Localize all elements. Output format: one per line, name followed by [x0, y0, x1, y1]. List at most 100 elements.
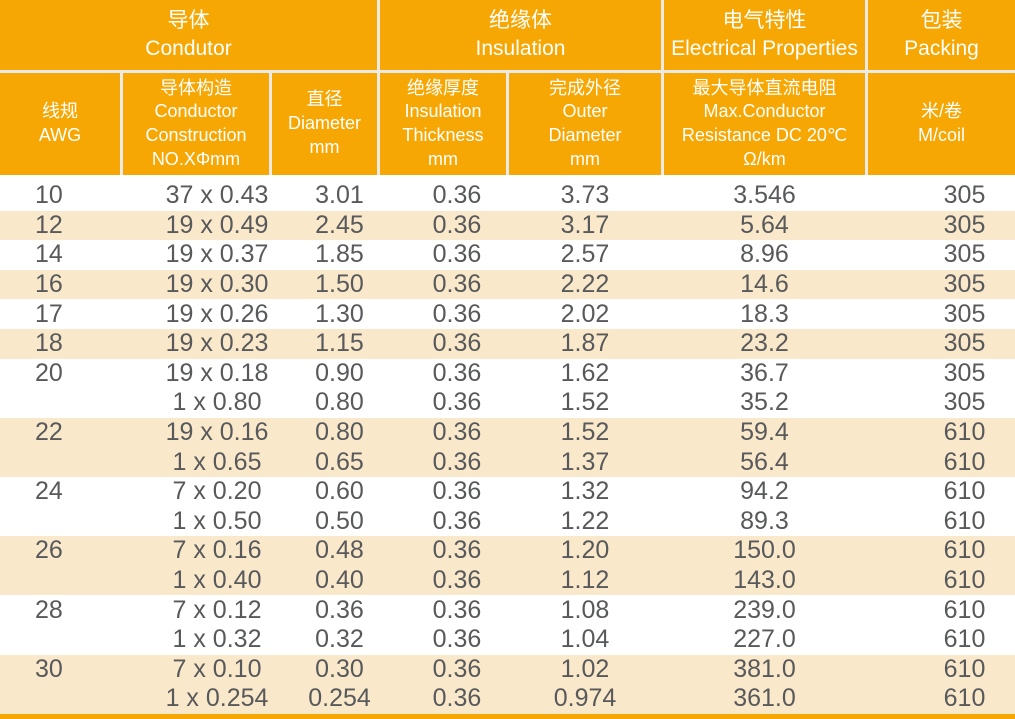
cell-diameter: 0.90 [315, 358, 364, 387]
cell-meters-per-coil: 610 [943, 654, 986, 683]
table-row: 1 x 0.80 0.80 0.36 1.52 35.2 305 [0, 388, 1015, 418]
cell-conductor-construction: 7 x 0.10 [172, 654, 262, 683]
cell-max-resistance: 143.0 [733, 566, 796, 595]
cell-meters-per-coil: 305 [943, 270, 986, 299]
cell-max-resistance: 56.4 [740, 447, 789, 476]
cell-meters-per-coil: 305 [943, 210, 986, 239]
cell-insulation-thickness: 0.36 [432, 388, 482, 417]
cell-meters-per-coil: 610 [943, 595, 986, 624]
cell-max-resistance: 23.2 [740, 329, 789, 358]
cell-insulation-thickness: 0.36 [432, 477, 482, 506]
cell-conductor-construction: 1 x 0.32 [172, 625, 262, 654]
cell-max-resistance: 150.0 [733, 536, 796, 565]
cell-diameter: 0.36 [315, 595, 364, 624]
cell-meters-per-coil: 305 [943, 388, 986, 417]
cell-outer-diameter: 1.08 [560, 595, 610, 624]
cell-insulation-thickness: 0.36 [432, 358, 482, 387]
cell-outer-diameter: 1.87 [560, 329, 610, 358]
cell-outer-diameter: 1.12 [560, 566, 610, 595]
cell-conductor-construction: 1 x 0.254 [165, 684, 269, 713]
cell-max-resistance: 18.3 [740, 299, 789, 328]
cell-insulation-thickness: 0.36 [432, 506, 482, 535]
cell-diameter: 0.48 [315, 536, 364, 565]
table-row: 10 37 x 0.43 3.01 0.36 3.73 3.546 305 [0, 181, 1015, 211]
cell-outer-diameter: 1.22 [560, 506, 610, 535]
cell-meters-per-coil: 305 [943, 240, 986, 269]
column-header-insulation-thickness: 绝缘厚度 Insulation Thickness mm [380, 73, 506, 175]
cell-awg: 22 [35, 418, 63, 447]
cell-outer-diameter: 1.52 [560, 388, 610, 417]
cell-meters-per-coil: 610 [943, 477, 986, 506]
cell-meters-per-coil: 610 [943, 684, 986, 713]
cell-diameter: 0.30 [315, 654, 364, 683]
table-row: 1 x 0.32 0.32 0.36 1.04 227.0 610 [0, 624, 1015, 655]
cell-insulation-thickness: 0.36 [432, 418, 482, 447]
cell-diameter: 1.50 [315, 270, 364, 299]
table-row: 1 x 0.40 0.40 0.36 1.12 143.0 610 [0, 565, 1015, 596]
cell-diameter: 3.01 [315, 181, 364, 210]
column-header-max-resistance: 最大导体直流电阻 Max.Conductor Resistance DC 20℃… [664, 73, 865, 175]
cell-awg: 10 [35, 181, 63, 210]
table-row: 17 19 x 0.26 1.30 0.36 2.02 18.3 305 [0, 299, 1015, 329]
cell-awg: 16 [35, 270, 63, 299]
cell-outer-diameter: 0.974 [553, 684, 617, 713]
cell-max-resistance: 89.3 [740, 506, 789, 535]
cell-conductor-construction: 19 x 0.49 [165, 210, 269, 239]
cell-diameter: 0.65 [315, 447, 364, 476]
cell-max-resistance: 36.7 [740, 358, 789, 387]
cell-meters-per-coil: 610 [943, 536, 986, 565]
cell-conductor-construction: 7 x 0.20 [172, 477, 262, 506]
cell-meters-per-coil: 305 [943, 181, 986, 210]
cell-max-resistance: 35.2 [740, 388, 789, 417]
cell-insulation-thickness: 0.36 [432, 684, 482, 713]
cell-meters-per-coil: 610 [943, 506, 986, 535]
group-header-zh: 导体 [167, 9, 210, 33]
cell-outer-diameter: 2.22 [560, 270, 610, 299]
cell-meters-per-coil: 305 [943, 358, 986, 387]
cell-awg: 18 [35, 329, 63, 358]
cell-diameter: 0.40 [315, 566, 364, 595]
group-header-en: Electrical Properties [671, 37, 858, 60]
cell-insulation-thickness: 0.36 [432, 595, 482, 624]
table-row: 18 19 x 0.23 1.15 0.36 1.87 23.2 305 [0, 328, 1015, 359]
group-header-en: Packing [904, 37, 979, 60]
cell-outer-diameter: 3.73 [560, 181, 610, 210]
cell-insulation-thickness: 0.36 [432, 625, 482, 654]
cell-max-resistance: 3.546 [733, 181, 796, 210]
group-header-packing: 包装 Packing [868, 0, 1015, 70]
cell-max-resistance: 59.4 [740, 418, 789, 447]
cell-awg: 20 [35, 358, 63, 387]
table-row: 26 7 x 0.16 0.48 0.36 1.20 150.0 610 [0, 536, 1015, 566]
cell-diameter: 2.45 [315, 210, 364, 239]
group-header-en: Insulation [475, 37, 566, 60]
table-row: 1 x 0.254 0.254 0.36 0.974 361.0 610 [0, 684, 1015, 714]
cell-insulation-thickness: 0.36 [432, 566, 482, 595]
cell-insulation-thickness: 0.36 [432, 329, 482, 358]
cell-awg: 30 [35, 654, 63, 683]
group-header-electrical-properties: 电气特性 Electrical Properties [664, 0, 865, 70]
cell-awg: 12 [35, 210, 63, 239]
cell-conductor-construction: 19 x 0.16 [165, 418, 269, 447]
table-row: 1 x 0.50 0.50 0.36 1.22 89.3 610 [0, 506, 1015, 537]
cell-outer-diameter: 1.04 [560, 625, 610, 654]
cell-diameter: 0.50 [315, 506, 364, 535]
table-row: 14 19 x 0.37 1.85 0.36 2.57 8.96 305 [0, 240, 1015, 270]
table-row: 22 19 x 0.16 0.80 0.36 1.52 59.4 610 [0, 417, 1015, 448]
cell-diameter: 0.60 [315, 477, 364, 506]
cell-outer-diameter: 1.37 [560, 447, 610, 476]
cell-conductor-construction: 7 x 0.16 [172, 536, 262, 565]
cell-conductor-construction: 19 x 0.26 [165, 299, 269, 328]
cell-conductor-construction: 19 x 0.30 [165, 270, 269, 299]
column-header-awg: 线规 AWG [0, 73, 120, 175]
cell-diameter: 0.80 [315, 388, 364, 417]
cell-max-resistance: 8.96 [740, 240, 789, 269]
cell-conductor-construction: 1 x 0.40 [172, 566, 262, 595]
table-row: 28 7 x 0.12 0.36 0.36 1.08 239.0 610 [0, 595, 1015, 625]
cell-conductor-construction: 37 x 0.43 [165, 181, 269, 210]
cell-awg: 28 [35, 595, 63, 624]
cell-meters-per-coil: 305 [943, 329, 986, 358]
cell-max-resistance: 381.0 [733, 654, 796, 683]
cell-meters-per-coil: 610 [943, 566, 986, 595]
cell-outer-diameter: 1.62 [560, 358, 610, 387]
